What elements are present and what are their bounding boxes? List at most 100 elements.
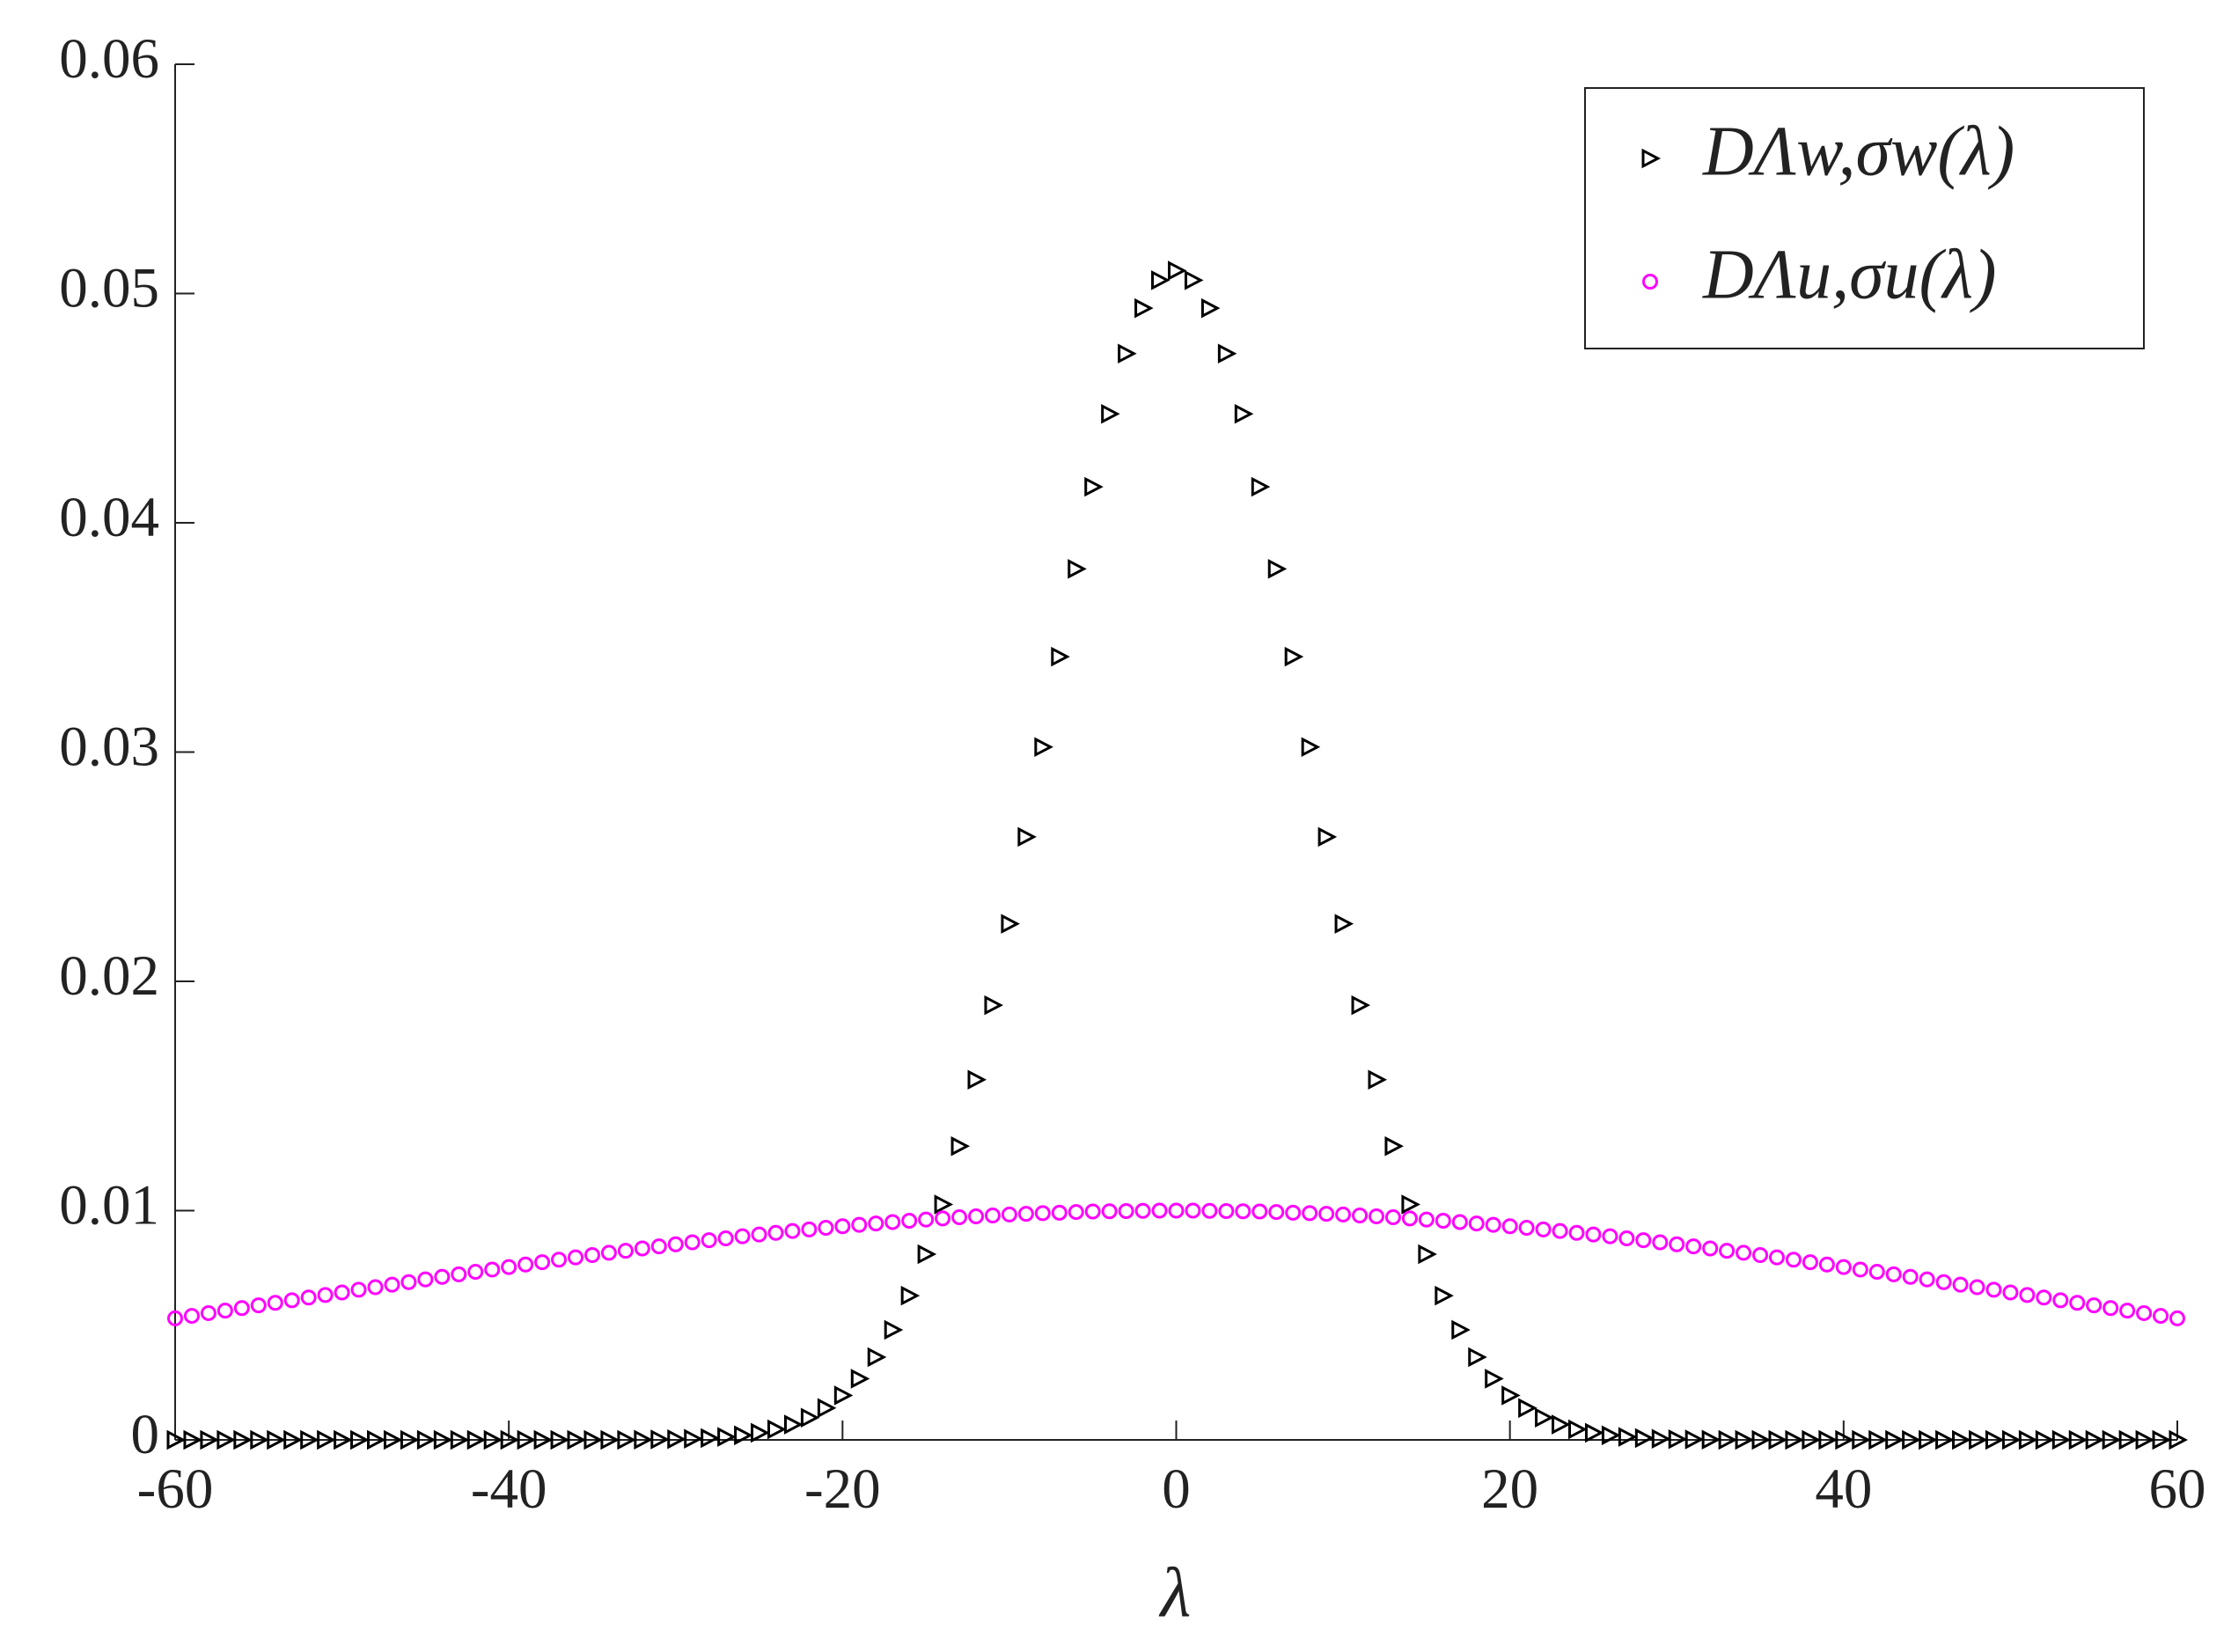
point xyxy=(617,1243,634,1259)
point xyxy=(1101,1203,1118,1220)
point xyxy=(568,1249,583,1266)
point xyxy=(984,1207,1001,1223)
point xyxy=(634,1240,650,1257)
point xyxy=(2085,1429,2105,1450)
point xyxy=(1668,1428,1688,1450)
legend-label: DΛw,σw(λ) xyxy=(1702,113,2015,190)
point xyxy=(334,1284,350,1301)
point xyxy=(1034,737,1053,758)
point xyxy=(701,1232,717,1249)
point xyxy=(450,1429,470,1450)
point xyxy=(1634,1428,1655,1449)
point xyxy=(984,995,1003,1016)
point xyxy=(2086,1297,2103,1314)
point xyxy=(2135,1429,2155,1450)
point xyxy=(1435,1212,1451,1229)
point xyxy=(1468,1215,1485,1232)
point xyxy=(300,1429,319,1450)
point xyxy=(600,1429,620,1450)
point xyxy=(734,1425,753,1446)
point xyxy=(1235,1203,1251,1220)
point xyxy=(1301,737,1321,758)
point xyxy=(617,1429,636,1450)
point xyxy=(2018,1429,2038,1450)
point xyxy=(1451,1214,1468,1230)
point xyxy=(1051,646,1070,667)
point xyxy=(283,1292,300,1309)
point xyxy=(267,1429,286,1450)
point xyxy=(1268,1204,1285,1221)
point xyxy=(267,1295,283,1311)
point xyxy=(2035,1429,2055,1450)
point xyxy=(968,1208,984,1225)
point xyxy=(334,1429,353,1450)
point xyxy=(767,1224,784,1241)
point xyxy=(667,1236,684,1252)
point xyxy=(416,1429,437,1450)
point xyxy=(650,1429,670,1450)
point xyxy=(1852,1429,1871,1450)
point xyxy=(884,1214,901,1230)
point xyxy=(1168,261,1187,281)
point xyxy=(701,1428,720,1449)
point xyxy=(1118,343,1137,364)
point xyxy=(917,1244,937,1265)
point xyxy=(1335,1206,1352,1222)
point xyxy=(483,1429,503,1450)
point xyxy=(533,1429,554,1450)
point xyxy=(1485,1369,1504,1389)
point xyxy=(800,1407,820,1428)
point xyxy=(216,1429,236,1450)
point xyxy=(2118,1429,2139,1450)
point xyxy=(283,1429,303,1450)
point xyxy=(451,1266,467,1282)
point xyxy=(1418,1244,1437,1265)
point xyxy=(2102,1429,2122,1450)
point xyxy=(1384,1209,1401,1226)
point xyxy=(1217,343,1237,364)
point xyxy=(850,1369,870,1389)
point xyxy=(1718,1429,1738,1450)
point xyxy=(851,1216,868,1233)
point xyxy=(1418,1211,1435,1228)
point xyxy=(1485,1216,1501,1233)
x-tick-label: -60 xyxy=(137,1457,214,1521)
y-tick-label: 0.01 xyxy=(59,1173,159,1237)
point xyxy=(1868,1429,1888,1450)
point xyxy=(1568,1419,1588,1440)
point xyxy=(1134,297,1154,319)
point xyxy=(1034,1205,1051,1222)
point xyxy=(1518,1398,1537,1419)
point xyxy=(1585,1226,1602,1243)
point xyxy=(517,1429,537,1450)
point xyxy=(1568,1224,1585,1241)
point xyxy=(1902,1268,1919,1285)
point xyxy=(900,1285,921,1306)
point xyxy=(400,1429,420,1450)
point xyxy=(1885,1429,1904,1450)
point xyxy=(751,1226,767,1243)
point xyxy=(1285,1204,1302,1221)
point xyxy=(600,1245,617,1261)
point xyxy=(1935,1274,1952,1290)
point xyxy=(784,1222,801,1239)
point xyxy=(1369,1208,1384,1225)
point xyxy=(2152,1429,2172,1450)
point xyxy=(583,1247,600,1264)
point xyxy=(1017,826,1037,848)
point xyxy=(1084,476,1104,497)
point xyxy=(250,1297,267,1314)
point xyxy=(1952,1276,1969,1293)
point xyxy=(1985,1281,2002,1298)
point xyxy=(433,1429,453,1450)
point xyxy=(833,1385,854,1406)
point xyxy=(2119,1303,2136,1319)
point xyxy=(1635,1232,1652,1249)
point xyxy=(1601,1425,1621,1446)
point xyxy=(1352,1207,1369,1223)
point xyxy=(901,1212,918,1229)
point xyxy=(1068,559,1087,579)
point xyxy=(1401,1194,1420,1215)
point xyxy=(1084,1203,1101,1220)
point xyxy=(817,1398,837,1419)
